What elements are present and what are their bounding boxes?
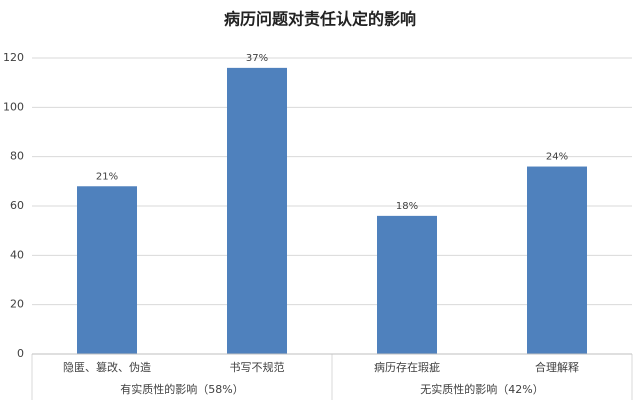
data-label: 18%: [396, 201, 418, 212]
y-tick-label: 0: [17, 347, 24, 360]
data-label: 24%: [546, 152, 568, 163]
x-tick-label: 病历存在瑕疵: [374, 360, 440, 374]
y-tick-label: 100: [3, 100, 24, 113]
bar: [77, 186, 137, 354]
y-tick-label: 20: [10, 298, 24, 311]
data-label: 37%: [246, 53, 268, 64]
x-tick-label: 合理解释: [535, 360, 579, 374]
bar: [527, 166, 587, 354]
y-tick-label: 60: [10, 199, 24, 212]
chart-title: 病历问题对责任认定的影响: [224, 10, 416, 29]
data-label: 21%: [96, 171, 118, 182]
bar: [227, 67, 287, 354]
y-tick-label: 40: [10, 248, 24, 261]
x-tick-label: 隐匿、篡改、伪造: [63, 360, 151, 374]
bar: [377, 215, 437, 354]
group-label: 有实质性的影响（58%）: [120, 382, 243, 396]
y-tick-label: 120: [3, 51, 24, 64]
group-label: 无实质性的影响（42%）: [420, 382, 543, 396]
x-tick-label: 书写不规范: [230, 360, 285, 374]
y-tick-label: 80: [10, 150, 24, 163]
